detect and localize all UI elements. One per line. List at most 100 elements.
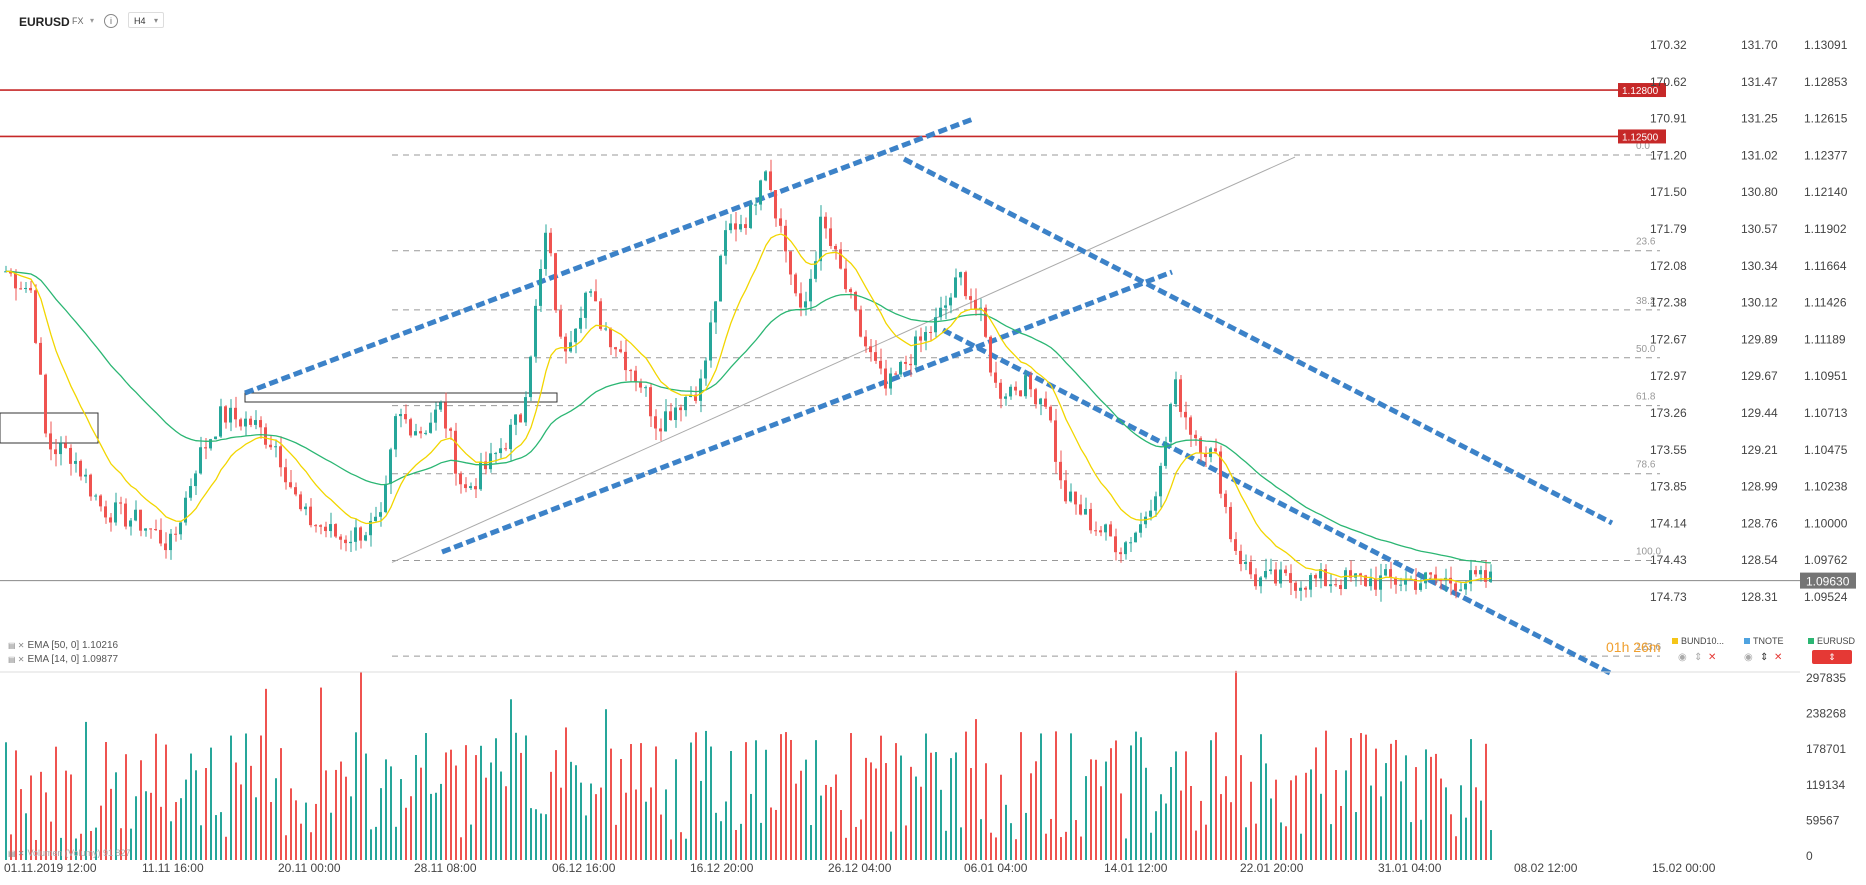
- candle-body: [414, 431, 417, 436]
- symbol-label[interactable]: EURUSD: [19, 15, 70, 29]
- legend-bund[interactable]: BUND10...: [1672, 636, 1724, 646]
- candle-body: [1234, 539, 1237, 551]
- candle-body: [1414, 578, 1417, 590]
- timeframe-select[interactable]: H4 ▾: [128, 12, 164, 28]
- trend-channel-line: [941, 327, 1614, 677]
- candle-body: [534, 305, 537, 357]
- volume-bar: [290, 788, 292, 860]
- indicator-ema14[interactable]: ▤ ✕ EMA [14, 0] 1.09877: [8, 654, 119, 665]
- time-tick-label: 28.11 08:00: [414, 861, 477, 875]
- chevron-down-icon[interactable]: ▾: [90, 16, 95, 25]
- candle-body: [839, 249, 842, 269]
- candle-body: [659, 428, 662, 432]
- volume-bar: [165, 744, 167, 860]
- eye-icon[interactable]: ◉: [1678, 652, 1687, 663]
- volume-bar: [145, 791, 147, 860]
- volume-bar: [1250, 781, 1252, 860]
- volume-bar: [1070, 733, 1072, 860]
- sort-icon[interactable]: ⇕: [1694, 652, 1703, 663]
- sort-icon[interactable]: ⇕: [1760, 652, 1769, 663]
- indicator-volume[interactable]: ▤ ✕ Volumen (Volumy) 91 827: [8, 848, 131, 858]
- info-icon[interactable]: i: [104, 14, 118, 28]
- candle-body: [579, 317, 582, 329]
- volume-bar: [405, 807, 407, 860]
- volume-bar: [1200, 800, 1202, 860]
- legend-tnote[interactable]: TNOTE: [1744, 636, 1784, 646]
- candle-body: [1019, 390, 1022, 397]
- volume-bar: [465, 745, 467, 860]
- volume-bar: [895, 743, 897, 860]
- volume-bar: [325, 770, 327, 860]
- candle-body: [1374, 578, 1377, 590]
- candle-body: [494, 453, 497, 455]
- volume-bar: [1140, 737, 1142, 860]
- volume-bar: [55, 746, 57, 860]
- volume-bar: [105, 742, 107, 860]
- volume-bar: [625, 792, 627, 860]
- candle-body: [1424, 572, 1427, 584]
- volume-bar: [765, 749, 767, 860]
- volume-bar: [50, 821, 52, 860]
- price-tick-label: 131.25: [1741, 112, 1778, 126]
- volume-bar: [840, 810, 842, 860]
- price-tick-label: 129.44: [1741, 406, 1778, 420]
- candle-body: [1084, 508, 1087, 515]
- volume-bar: [1270, 798, 1272, 860]
- candle-body: [159, 529, 162, 544]
- volume-bar: [1180, 790, 1182, 860]
- candle-body: [264, 427, 267, 445]
- candle-body: [239, 419, 242, 427]
- volume-bar: [275, 778, 277, 860]
- price-tick-label: 172.97: [1650, 369, 1687, 383]
- volume-bar: [110, 788, 112, 860]
- volume-bar: [505, 786, 507, 860]
- candle-body: [1114, 536, 1117, 553]
- candle-body: [819, 216, 822, 262]
- candle-body: [219, 406, 222, 437]
- volume-bar: [320, 687, 322, 860]
- candle-body: [429, 422, 432, 433]
- candle-body: [954, 277, 957, 298]
- time-tick-label: 15.02 00:00: [1652, 861, 1716, 875]
- eye-icon[interactable]: ◉: [1744, 652, 1753, 663]
- volume-bar: [1460, 785, 1462, 860]
- candle-body: [84, 474, 87, 477]
- volume-bar: [545, 814, 547, 860]
- volume-bar: [395, 826, 397, 860]
- candle-body: [694, 394, 697, 401]
- volume-bar: [1150, 832, 1152, 860]
- volume-bar: [340, 761, 342, 860]
- price-tick-label: 1.12377: [1804, 148, 1848, 162]
- volume-bar: [585, 815, 587, 860]
- candle-body: [804, 301, 807, 308]
- candle-body: [699, 378, 702, 401]
- candle-body: [964, 272, 967, 297]
- close-icon[interactable]: ✕: [1774, 652, 1783, 663]
- volume-bar: [135, 796, 137, 860]
- candle-body: [879, 360, 882, 369]
- volume-bar: [770, 807, 772, 860]
- candle-body: [719, 255, 722, 302]
- volume-bar: [740, 823, 742, 860]
- indicator-ema50[interactable]: ▤ ✕ EMA [50, 0] 1.10216: [8, 640, 119, 651]
- candle-body: [44, 374, 47, 434]
- price-tick-label: 1.12140: [1804, 185, 1848, 199]
- legend-swatch: [1672, 638, 1678, 644]
- candle-body: [254, 420, 257, 425]
- candle-body: [1009, 386, 1012, 397]
- volume-bar: [510, 699, 512, 860]
- eurusd-sort-button[interactable]: ⇕: [1812, 650, 1852, 664]
- volume-bar: [1175, 751, 1177, 860]
- close-icon[interactable]: ✕: [1708, 652, 1717, 663]
- time-tick-label: 11.11 16:00: [142, 861, 204, 875]
- legend-eurusd[interactable]: EURUSD: [1808, 636, 1855, 646]
- candle-body: [739, 224, 742, 230]
- volume-bar: [1430, 756, 1432, 860]
- price-tick-label: 1.10951: [1804, 369, 1848, 383]
- volume-bar: [870, 762, 872, 860]
- resistance-badge: [1618, 129, 1666, 144]
- volume-bar: [1380, 796, 1382, 860]
- candle-body: [1274, 569, 1277, 584]
- candle-body: [889, 373, 892, 389]
